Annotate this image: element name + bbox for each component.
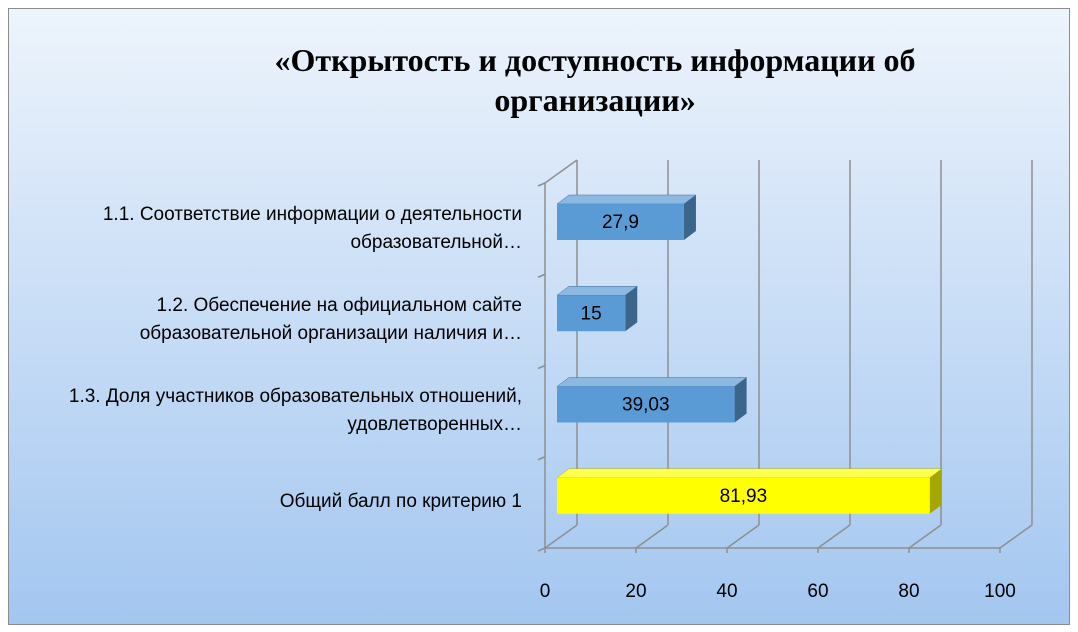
grid-line — [999, 524, 1033, 549]
y-tick — [537, 182, 546, 187]
y-tick-label: 1.2. Обеспечение на официальном сайте об… — [139, 294, 522, 344]
grid-line — [908, 524, 942, 549]
bar-side — [929, 468, 942, 514]
x-tick-label: 60 — [807, 581, 828, 602]
x-tick-label: 100 — [984, 581, 1016, 602]
y-tick — [537, 364, 546, 370]
y-tick-label: 1.3. Доля участников образовательных отн… — [68, 386, 522, 436]
wall-edge — [544, 159, 578, 184]
y-tick-label: Общий балл по критерию 1 — [279, 491, 522, 513]
grid-line — [817, 524, 851, 549]
bar-top — [556, 377, 748, 387]
x-tick-label: 40 — [716, 581, 737, 602]
chart-background — [8, 8, 1070, 625]
x-tick-label: 80 — [898, 581, 919, 602]
data-label: 39,03 — [622, 395, 670, 416]
data-label: 27,9 — [602, 212, 639, 233]
y-tick — [537, 547, 546, 552]
chart-title: «Открытость и доступность информации об … — [274, 42, 916, 118]
bar-top — [556, 286, 638, 296]
bar — [557, 477, 930, 514]
bar-top — [556, 194, 697, 205]
grid-line — [726, 524, 760, 549]
bar-side — [734, 377, 747, 423]
x-tick-label: 0 — [540, 581, 551, 602]
bar-side — [683, 195, 696, 240]
bar-side — [625, 286, 638, 332]
x-tick-label: 20 — [625, 581, 646, 602]
y-tick — [537, 456, 546, 461]
bar — [557, 386, 735, 423]
y-tick-label: 1.1. Соответствие информации о деятельно… — [102, 203, 522, 253]
data-label: 15 — [581, 303, 602, 324]
y-tick — [537, 273, 546, 278]
bar — [557, 295, 626, 332]
data-label: 81,93 — [720, 486, 768, 507]
bar — [557, 204, 684, 240]
bar-top — [556, 468, 943, 478]
grid-line — [544, 524, 578, 549]
grid-line — [635, 524, 669, 549]
